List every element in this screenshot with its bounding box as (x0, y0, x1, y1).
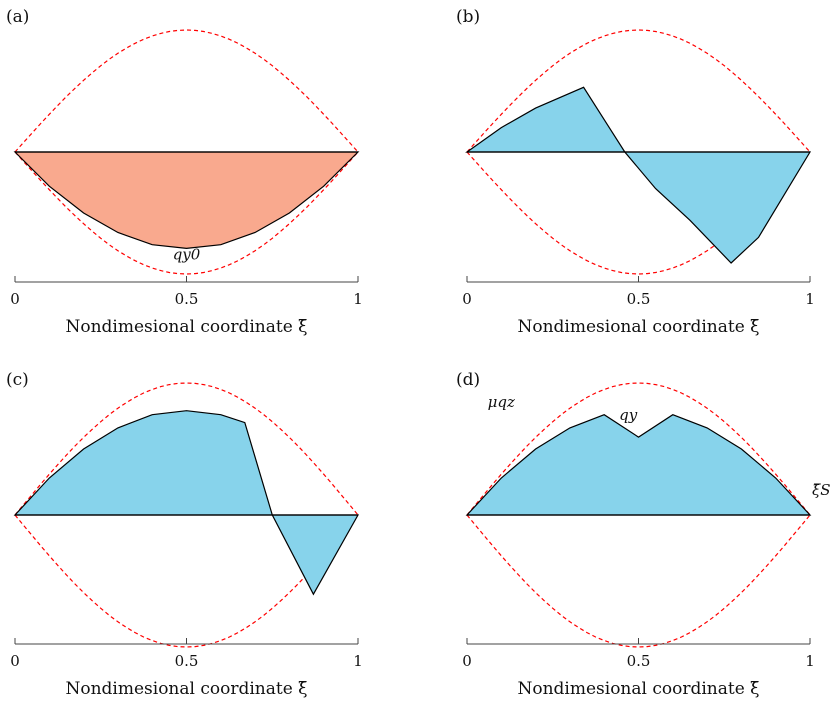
panel-b: (b) 0 0.5 1 Nondimesional coordinate ξ̄ (456, 7, 815, 337)
x-axis-label-c: Nondimesional coordinate ξ̄ (65, 679, 307, 699)
x-tick-label-c-2: 1 (353, 652, 363, 670)
panel-label-a: (a) (6, 7, 29, 27)
load-area-d (465, 414, 812, 516)
panel-a: (a) 0 0.5 1 Nondimesional coordinate ξ̄ … (6, 7, 363, 337)
x-tick-label-d-2: 1 (805, 652, 815, 670)
x-axis-label-a: Nondimesional coordinate ξ̄ (65, 317, 307, 337)
x-tick-label-b-0: 0 (462, 290, 472, 308)
x-tick-label-a-0: 0 (10, 290, 20, 308)
x-tick-label-b-2: 1 (805, 290, 815, 308)
annotation-qy: qy (619, 406, 638, 424)
panel-c: (c) 0 0.5 1 Nondimesional coordinate ξ̄ (6, 370, 363, 699)
envelope-upper-d (466, 382, 811, 516)
annotation-xi-s: ξ̄S (812, 481, 831, 499)
annotation-qy0: qy0 (173, 245, 201, 263)
envelope-upper-c (14, 382, 359, 516)
load-area-a (13, 151, 360, 250)
panel-d: (d) 0 0.5 1 Nondimesional coordinate ξ̄ … (456, 370, 831, 699)
x-tick-label-b-1: 0.5 (627, 290, 651, 308)
load-area-c (13, 410, 360, 596)
panel-label-b: (b) (456, 7, 480, 27)
x-tick-label-c-1: 0.5 (175, 652, 199, 670)
x-tick-label-d-1: 0.5 (627, 652, 651, 670)
annotation-mu-qz: μqz (488, 393, 515, 411)
envelope-lower-c (14, 514, 359, 648)
x-tick-label-c-0: 0 (10, 652, 20, 670)
x-axis-label-d: Nondimesional coordinate ξ̄ (517, 679, 759, 699)
panel-label-c: (c) (6, 370, 29, 390)
panel-label-d: (d) (456, 370, 480, 390)
x-tick-label-a-2: 1 (353, 290, 363, 308)
envelope-upper-a (14, 29, 359, 153)
x-tick-label-d-0: 0 (462, 652, 472, 670)
envelope-lower-d (466, 514, 811, 648)
load-area-b (465, 86, 812, 264)
x-axis-label-b: Nondimesional coordinate ξ̄ (517, 317, 759, 337)
x-tick-label-a-1: 0.5 (175, 290, 199, 308)
